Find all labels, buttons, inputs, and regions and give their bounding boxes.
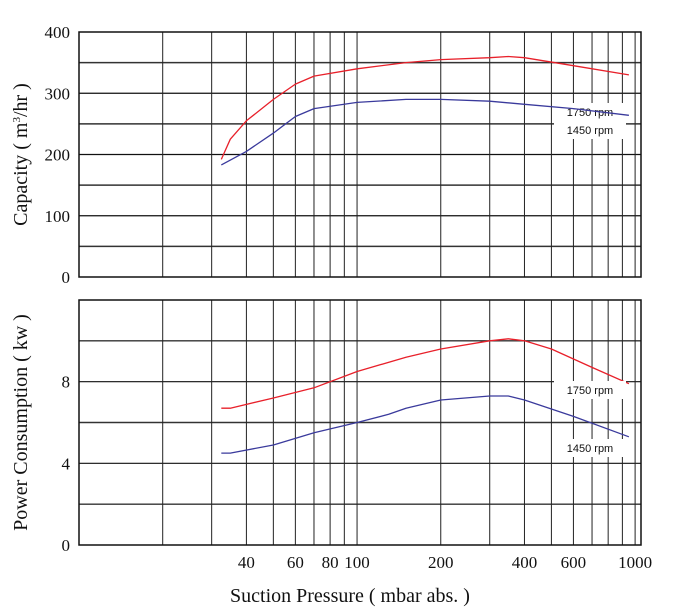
x-tick-label: 100	[344, 553, 370, 572]
series-label-box	[554, 121, 626, 139]
y-tick-label: 0	[62, 268, 71, 287]
power-panel: 1750 rpm 1450 rpm 0 4 8 40 60 80 100 200 400 600 100…	[10, 299, 652, 607]
x-tick-label: 600	[561, 553, 587, 572]
y-tick-label: 100	[45, 207, 71, 226]
x-tick-label: 400	[512, 553, 538, 572]
series-line-1750-rpm	[220, 55, 630, 160]
series-label: 1450 rpm	[567, 125, 613, 137]
series-label: 1450 rpm	[567, 443, 613, 455]
y-axis-title: Capacity ( m3/hr )	[10, 83, 32, 226]
capacity-panel: 1750 rpm 1450 rpm 0 100 200 300 400 Capacity ( …	[10, 23, 642, 287]
x-tick-label: 60	[287, 553, 304, 572]
x-tick-label: 200	[428, 553, 454, 572]
y-tick-label: 8	[62, 373, 71, 392]
y-tick-label: 4	[62, 454, 71, 473]
plot-frame	[78, 31, 642, 278]
series-label-box	[554, 103, 626, 121]
series-label-box	[554, 381, 626, 399]
series-label-box	[554, 439, 626, 457]
series-label: 1750 rpm	[567, 107, 613, 119]
x-tick-label: 40	[238, 553, 255, 572]
x-tick-label: 80	[322, 553, 339, 572]
series-line-1450-rpm	[221, 395, 630, 454]
y-tick-label: 200	[45, 146, 71, 165]
x-axis-title: Suction Pressure ( mbar abs. )	[230, 585, 470, 607]
plot-frame	[78, 299, 642, 546]
y-tick-label: 300	[45, 84, 71, 103]
series-label: 1750 rpm	[567, 385, 613, 397]
y-tick-label: 400	[45, 23, 71, 42]
y-axis-title: Power Consumption ( kw )	[10, 314, 32, 531]
x-tick-label: 1000	[618, 553, 652, 572]
y-tick-label: 0	[62, 536, 71, 555]
series-line-1450-rpm	[220, 98, 629, 166]
